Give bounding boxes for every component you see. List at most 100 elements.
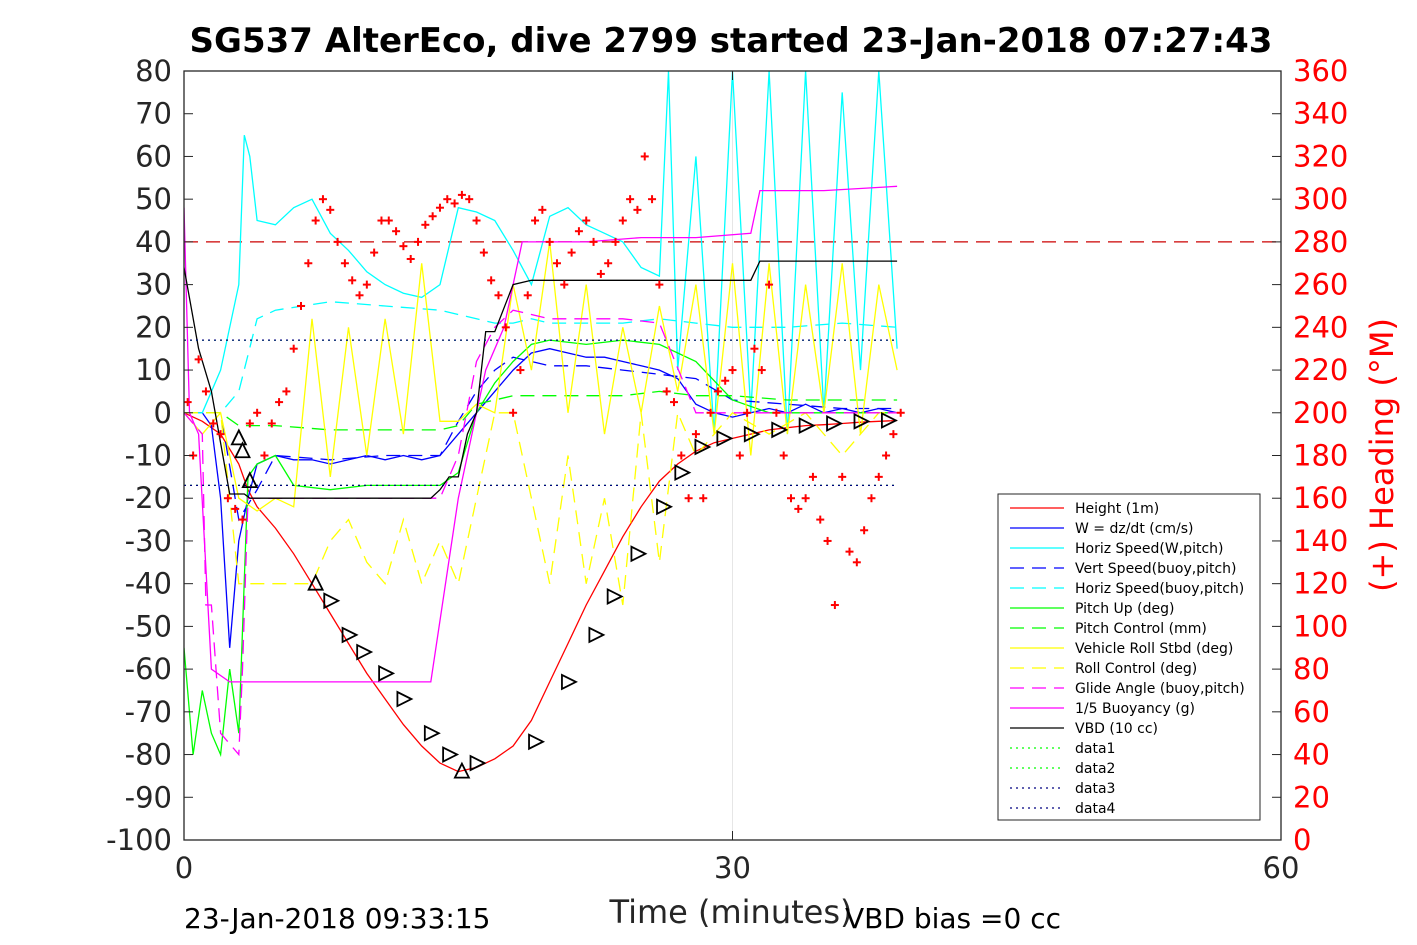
- heading-point: [772, 408, 781, 417]
- heading-point: [713, 387, 722, 396]
- up-triangle-marker: [230, 428, 248, 446]
- y-tick-label: -70: [125, 695, 172, 729]
- legend-label: Vert Speed(buoy,pitch): [1075, 561, 1237, 577]
- y-tick-label: 80: [135, 54, 172, 88]
- heading-point: [896, 408, 905, 417]
- heading-point: [362, 280, 371, 289]
- right-triangle-marker: [716, 429, 734, 447]
- series-line-8: [184, 410, 898, 606]
- legend-label: data1: [1075, 741, 1115, 757]
- heading-point: [589, 237, 598, 246]
- heading-point: [377, 216, 386, 225]
- y-tick-label: -100: [106, 823, 172, 857]
- right-tick-label: 60: [1293, 695, 1330, 729]
- right-tick-label: 180: [1293, 439, 1348, 473]
- heading-point: [355, 291, 364, 300]
- y-tick-label: -60: [125, 652, 172, 686]
- right-triangle-marker: [656, 498, 674, 516]
- heading-point: [260, 451, 269, 460]
- right-tick-label: 320: [1293, 139, 1348, 173]
- heading-point: [721, 376, 730, 385]
- heading-point: [318, 195, 327, 204]
- up-triangle-marker: [307, 573, 325, 591]
- series-line-7: [184, 241, 898, 512]
- right-tick-label: 360: [1293, 54, 1348, 88]
- heading-point: [406, 254, 415, 263]
- series-line-6: [184, 390, 898, 431]
- legend-label: Vehicle Roll Stbd (deg): [1075, 641, 1233, 657]
- right-tick-label: 200: [1293, 396, 1348, 430]
- right-triangle-marker: [341, 626, 359, 644]
- series-line-4: [184, 301, 898, 414]
- heading-point: [743, 408, 752, 417]
- heading-point: [808, 472, 817, 481]
- y-tick-label: -40: [125, 567, 172, 601]
- right-triangle-marker: [826, 415, 844, 432]
- heading-point: [494, 291, 503, 300]
- heading-point: [479, 248, 488, 257]
- legend-label: Height (1m): [1075, 501, 1159, 517]
- y-tick-label: 60: [135, 139, 172, 173]
- series-line-5: [184, 339, 898, 758]
- heading-point: [443, 195, 452, 204]
- x-tick-label: 30: [714, 851, 751, 885]
- heading-point: [560, 280, 569, 289]
- heading-point: [691, 430, 700, 439]
- right-tick-label: 340: [1293, 97, 1348, 131]
- y-tick-label: 0: [154, 396, 172, 430]
- heading-point: [648, 195, 657, 204]
- heading-point: [370, 248, 379, 257]
- heading-point: [216, 430, 225, 439]
- heading-point: [735, 451, 744, 460]
- right-triangle-marker: [606, 588, 624, 605]
- y-tick-label: 50: [135, 182, 172, 216]
- heading-point: [333, 237, 342, 246]
- heading-point: [282, 387, 291, 396]
- heading-point: [604, 259, 613, 268]
- right-tick-label: 40: [1293, 738, 1330, 772]
- heading-point: [728, 366, 737, 375]
- heading-point: [787, 494, 796, 503]
- heading-point: [289, 344, 298, 353]
- heading-point: [201, 387, 210, 396]
- legend-label: Horiz Speed(buoy,pitch): [1075, 581, 1244, 597]
- right-triangle-marker: [853, 412, 871, 430]
- heading-point: [640, 152, 649, 161]
- heading-point: [816, 515, 825, 524]
- heading-point: [801, 494, 810, 503]
- footer-timestamp: 23-Jan-2018 09:33:15: [184, 902, 490, 935]
- heading-point: [275, 398, 284, 407]
- heading-point: [348, 276, 357, 285]
- heading-point: [545, 237, 554, 246]
- heading-point: [552, 259, 561, 268]
- right-tick-label: 300: [1293, 182, 1348, 216]
- legend-label: W = dz/dt (cm/s): [1075, 521, 1194, 537]
- heading-point: [414, 237, 423, 246]
- legend-label: 1/5 Buoyancy (g): [1075, 701, 1195, 717]
- x-axis: 0 30 60: [175, 71, 1299, 885]
- y-tick-label: -10: [125, 439, 172, 473]
- series-layer: [184, 71, 1281, 773]
- legend-label: Glide Angle (buoy,pitch): [1075, 681, 1245, 697]
- right-triangle-marker: [469, 754, 487, 772]
- legend: Height (1m) W = dz/dt (cm/s) Horiz Speed(W…: [997, 493, 1261, 821]
- heading-point: [889, 430, 898, 439]
- y-tick-label: 40: [135, 225, 172, 259]
- heading-point: [669, 398, 678, 407]
- heading-point: [765, 280, 774, 289]
- heading-point: [677, 451, 686, 460]
- left-axis: 80 70 60 50 40 30 20 10 0 -10 -20 -30 -40 -50 -60 -70 -8…: [106, 54, 193, 857]
- right-triangle-marker: [694, 438, 712, 456]
- right-tick-label: 260: [1293, 268, 1348, 302]
- legend-label: Pitch Up (deg): [1075, 601, 1174, 617]
- right-triangle-marker: [423, 724, 441, 742]
- heading-points: [183, 152, 905, 610]
- heading-point: [845, 547, 854, 556]
- heading-point: [183, 398, 192, 407]
- right-triangle-marker: [771, 421, 789, 439]
- heading-point: [472, 216, 481, 225]
- heading-point: [860, 526, 869, 535]
- right-tick-label: 100: [1293, 609, 1348, 643]
- y-tick-label: -20: [125, 481, 172, 515]
